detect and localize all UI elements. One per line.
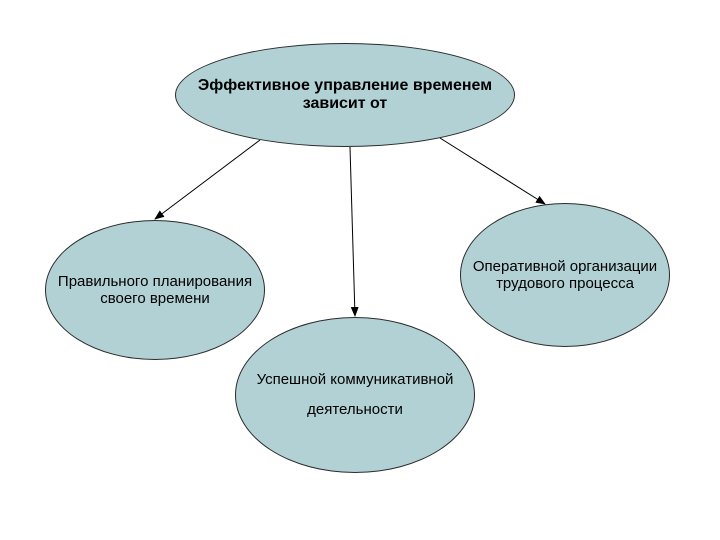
right-label: Оперативной организации трудового процес…: [461, 258, 669, 292]
left-node: Правильного планирования своего времени: [45, 220, 265, 360]
right-node: Оперативной организации трудового процес…: [460, 203, 670, 347]
edge-root-right: [440, 138, 545, 204]
root-label: Эффективное управление временем зависит …: [176, 77, 514, 113]
middle-node: Успешной коммуникативной деятельности: [235, 317, 475, 473]
edge-root-left: [155, 140, 260, 219]
middle-label: Успешной коммуникативной деятельности: [236, 365, 474, 425]
left-label: Правильного планирования своего времени: [46, 273, 264, 307]
edge-root-middle: [350, 147, 355, 316]
root-node: Эффективное управление временем зависит …: [175, 43, 515, 147]
diagram-stage: { "canvas": { "width": 720, "height": 54…: [0, 0, 720, 540]
